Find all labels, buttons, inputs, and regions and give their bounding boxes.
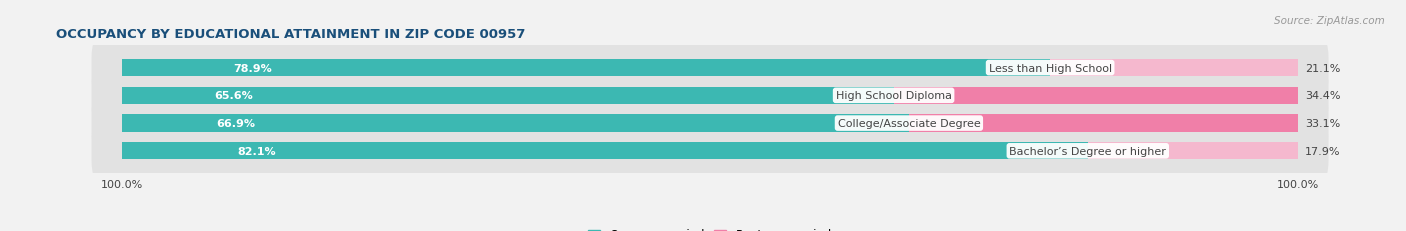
Text: 82.1%: 82.1% xyxy=(238,146,276,156)
FancyBboxPatch shape xyxy=(91,92,1329,155)
Text: Bachelor’s Degree or higher: Bachelor’s Degree or higher xyxy=(1010,146,1166,156)
FancyBboxPatch shape xyxy=(91,36,1329,100)
Text: 66.9%: 66.9% xyxy=(217,119,254,128)
Text: 78.9%: 78.9% xyxy=(233,63,271,73)
Bar xyxy=(908,115,1299,132)
Bar xyxy=(122,115,908,132)
Bar xyxy=(122,60,1050,77)
Text: Less than High School: Less than High School xyxy=(988,63,1112,73)
FancyBboxPatch shape xyxy=(91,119,1329,183)
Bar xyxy=(894,87,1298,104)
Text: 65.6%: 65.6% xyxy=(214,91,253,101)
Text: OCCUPANCY BY EDUCATIONAL ATTAINMENT IN ZIP CODE 00957: OCCUPANCY BY EDUCATIONAL ATTAINMENT IN Z… xyxy=(56,28,526,41)
Legend: Owner-occupied, Renter-occupied: Owner-occupied, Renter-occupied xyxy=(583,224,837,231)
Text: College/Associate Degree: College/Associate Degree xyxy=(838,119,980,128)
Bar xyxy=(122,87,894,104)
Bar xyxy=(122,143,1088,160)
Bar xyxy=(1088,143,1298,160)
Text: High School Diploma: High School Diploma xyxy=(835,91,952,101)
Text: 17.9%: 17.9% xyxy=(1305,146,1340,156)
Bar xyxy=(1050,60,1299,77)
Text: 34.4%: 34.4% xyxy=(1305,91,1340,101)
Text: 33.1%: 33.1% xyxy=(1305,119,1340,128)
FancyBboxPatch shape xyxy=(91,64,1329,128)
Text: Source: ZipAtlas.com: Source: ZipAtlas.com xyxy=(1274,16,1385,26)
Text: 21.1%: 21.1% xyxy=(1305,63,1340,73)
